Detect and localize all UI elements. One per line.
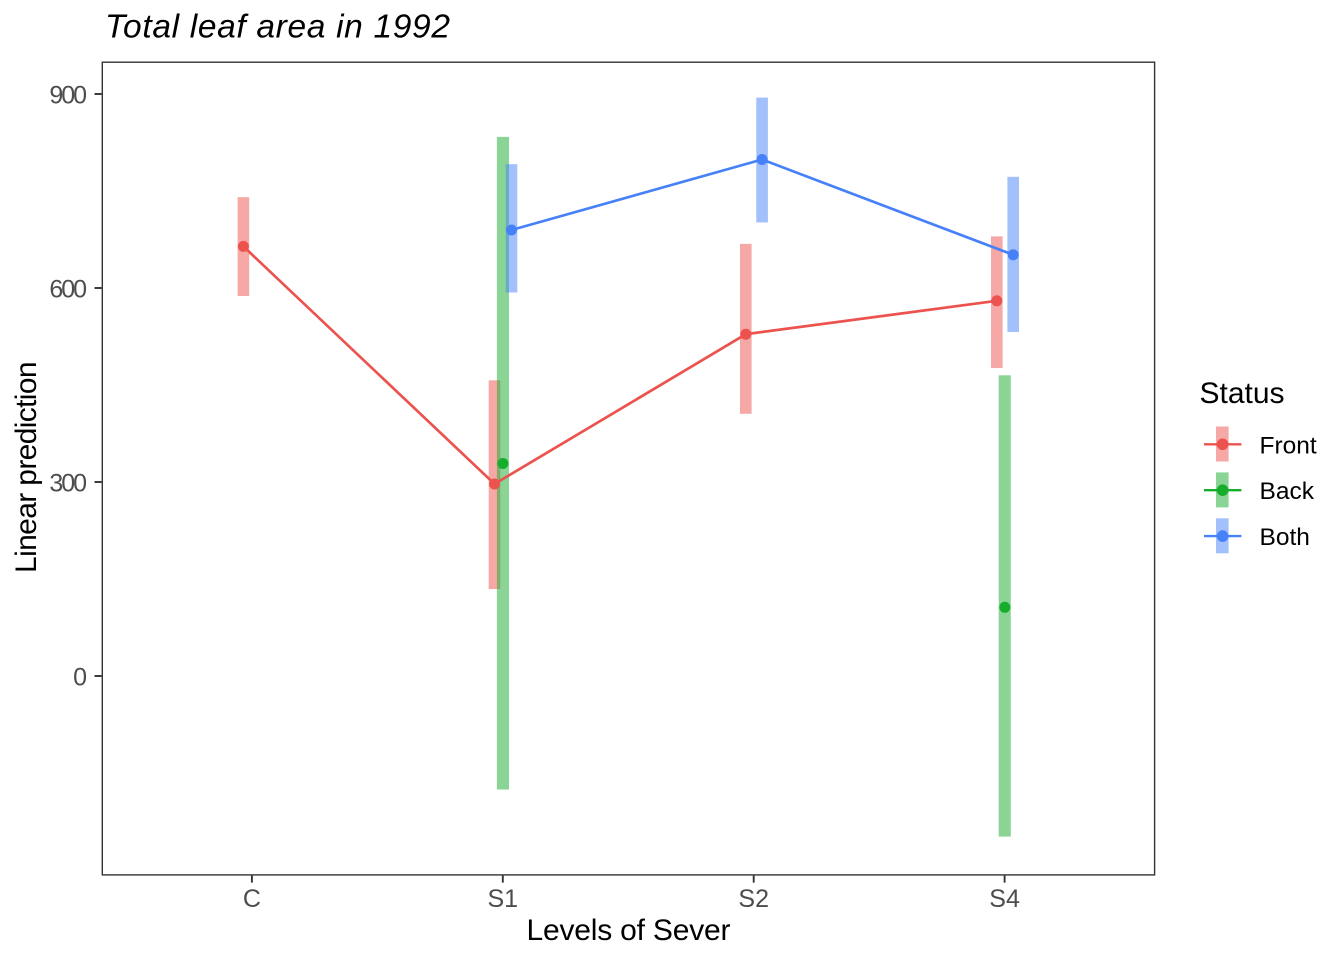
svg-text:Linear prediction: Linear prediction	[10, 361, 43, 573]
svg-text:Total leaf area in 1992: Total leaf area in 1992	[105, 9, 450, 46]
svg-text:S1: S1	[488, 885, 519, 913]
svg-text:Back: Back	[1260, 478, 1315, 505]
svg-text:900: 900	[49, 82, 87, 110]
svg-text:S2: S2	[738, 885, 769, 913]
svg-text:S4: S4	[989, 885, 1020, 913]
svg-text:0: 0	[73, 664, 87, 692]
svg-text:Levels of Sever: Levels of Sever	[527, 914, 731, 947]
svg-text:C: C	[243, 885, 261, 913]
svg-text:300: 300	[49, 470, 87, 498]
svg-text:Front: Front	[1260, 432, 1317, 459]
svg-text:600: 600	[49, 276, 87, 304]
svg-text:Both: Both	[1260, 524, 1310, 551]
svg-text:Status: Status	[1200, 377, 1285, 410]
